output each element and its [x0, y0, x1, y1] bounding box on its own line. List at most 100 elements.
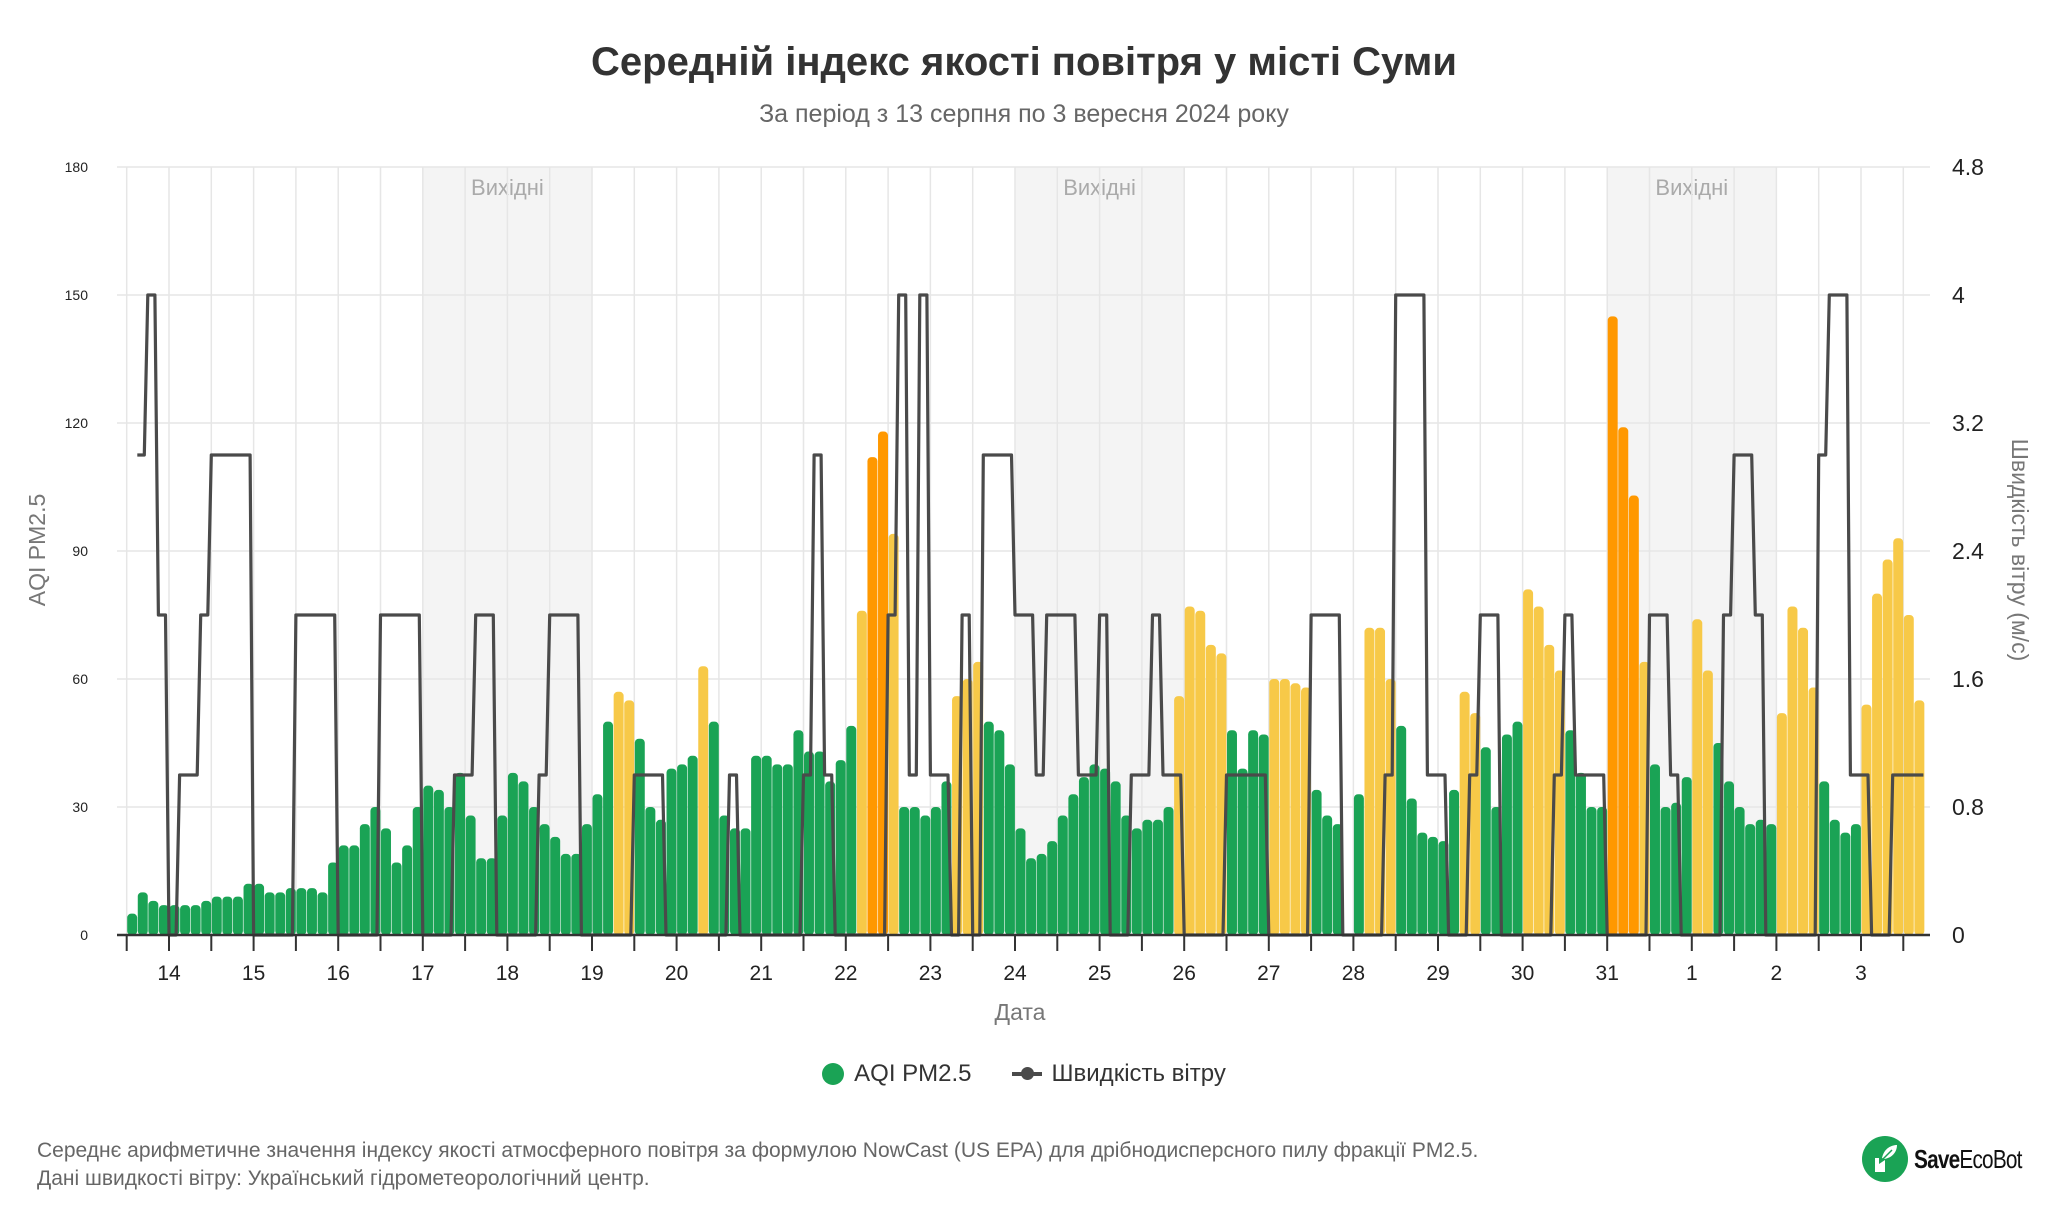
aqi-bar — [1036, 853, 1047, 935]
x-tick-label: 24 — [1003, 962, 1027, 985]
x-tick-label: 14 — [157, 962, 181, 985]
aqi-bar — [1332, 824, 1343, 935]
aqi-bar — [465, 815, 476, 935]
aqi-bar — [571, 853, 582, 935]
aqi-bar — [740, 828, 751, 935]
aqi-bar — [751, 755, 762, 935]
aqi-bar — [1850, 824, 1861, 935]
aqi-bar — [1628, 495, 1639, 935]
x-tick-label: 17 — [411, 962, 434, 985]
aqi-bar — [1575, 772, 1586, 935]
aqi-bar — [1269, 679, 1280, 935]
aqi-bar — [1724, 781, 1734, 935]
aqi-bar — [983, 721, 994, 935]
leaf-factory-icon — [1862, 1136, 1908, 1182]
aqi-bar — [1427, 836, 1438, 935]
aqi-bar — [1227, 730, 1237, 935]
footer-note: Середнє арифметичне значення індексу яко… — [37, 1137, 1478, 1193]
aqi-bar — [1057, 815, 1068, 935]
aqi-bar — [338, 845, 349, 935]
x-tick-label: 3 — [1855, 962, 1867, 985]
x-tick-label: 25 — [1088, 962, 1111, 985]
aqi-bar — [1618, 427, 1629, 935]
x-tick-label: 23 — [919, 962, 942, 985]
logo-text: SaveEcoBot — [1914, 1143, 2022, 1174]
aqi-bar — [687, 755, 698, 935]
x-tick-label: 22 — [834, 962, 857, 985]
aqi-bar — [856, 610, 867, 935]
aqi-bar — [1501, 734, 1512, 935]
y-tick-label: 30 — [72, 799, 88, 815]
footer-line-1: Середнє арифметичне значення індексу яко… — [37, 1139, 1479, 1162]
footer-line-2: Дані швидкості вітру: Український гідром… — [37, 1167, 650, 1190]
aqi-bar — [1290, 683, 1301, 935]
x-tick-label: 27 — [1257, 962, 1280, 985]
x-tick-label: 28 — [1342, 962, 1365, 985]
legend-item-aqi[interactable]: AQI PM2.5 — [822, 1060, 972, 1088]
aqi-bar — [1776, 713, 1787, 935]
aqi-bar — [1068, 794, 1079, 935]
y2-tick-label: 3.2 — [1952, 410, 1984, 436]
y2-tick-label: 0.8 — [1952, 794, 1984, 820]
x-axis-title: Дата — [995, 999, 1046, 1025]
x-tick-label: 1 — [1686, 962, 1698, 985]
aqi-bar — [930, 807, 941, 935]
legend-line-icon — [1011, 1067, 1042, 1080]
aqi-bar — [1798, 627, 1809, 935]
aqi-bar — [1650, 764, 1660, 935]
x-tick-label: 19 — [580, 962, 603, 985]
aqi-bar — [1512, 721, 1523, 935]
x-tick-label: 31 — [1596, 962, 1619, 985]
x-tick-label: 18 — [496, 962, 519, 985]
aqi-bar — [539, 824, 550, 935]
aqi-bar — [476, 858, 487, 935]
chart-subtitle: За період з 13 серпня по 3 вересня 2024 … — [759, 100, 1289, 128]
y2-tick-label: 1.6 — [1952, 666, 1984, 692]
aqi-bar — [359, 824, 370, 935]
aqi-bar — [1078, 777, 1089, 935]
aqi-bar — [645, 807, 656, 935]
aqi-bar — [317, 892, 328, 935]
aqi-bar — [254, 883, 265, 935]
aqi-bar — [1311, 789, 1322, 935]
aqi-bar — [550, 836, 561, 935]
aqi-bar — [835, 760, 846, 935]
legend-label-aqi: AQI PM2.5 — [854, 1060, 972, 1087]
aqi-bar — [888, 533, 899, 935]
legend-item-wind[interactable]: Швидкість вітру — [1011, 1060, 1226, 1088]
aqi-bar — [867, 457, 878, 935]
aqi-bar — [1692, 619, 1703, 935]
aqi-bar — [772, 764, 783, 935]
y-axis-title: AQI PM2.5 — [24, 494, 50, 606]
aqi-bar — [211, 896, 222, 935]
x-tick-label: 21 — [750, 962, 773, 985]
aqi-bar — [1681, 777, 1692, 935]
aqi-bar — [391, 862, 402, 935]
aqi-bar — [296, 888, 307, 935]
x-tick-label: 16 — [327, 962, 350, 985]
aqi-bar — [1110, 781, 1121, 935]
aqi-bar — [148, 900, 159, 935]
aqi-bar — [1089, 764, 1100, 935]
aqi-bar — [1248, 730, 1259, 935]
aqi-bar — [306, 888, 317, 935]
aqi-bar — [592, 794, 603, 935]
aqi-bar — [814, 751, 825, 935]
y-tick-label: 60 — [72, 671, 88, 687]
y-tick-label: 90 — [72, 543, 88, 559]
aqi-bar — [1787, 606, 1798, 935]
aqi-bar — [381, 828, 391, 935]
aqi-bar — [909, 807, 920, 935]
aqi-bar — [127, 913, 138, 935]
aqi-bar — [1406, 798, 1417, 935]
y2-tick-label: 2.4 — [1952, 538, 1984, 564]
aqi-bar — [190, 905, 201, 935]
aqi-bar — [634, 738, 645, 935]
y2-tick-label: 4.8 — [1952, 154, 1984, 180]
aqi-bar — [158, 905, 169, 935]
aqi-bar — [328, 862, 339, 935]
chart-title: Середній індекс якості повітря у місті С… — [591, 40, 1457, 84]
aqi-bar — [264, 892, 275, 935]
